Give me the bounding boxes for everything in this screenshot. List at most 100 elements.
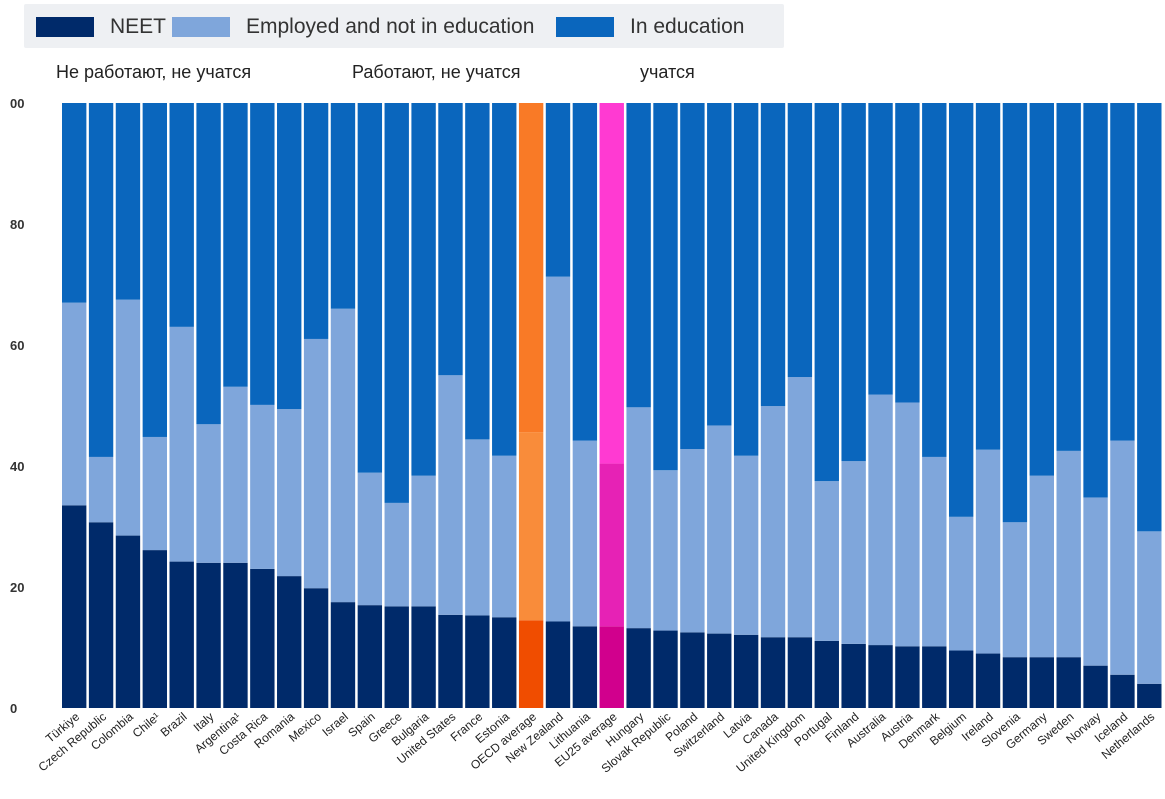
bar-segment-neet [223, 562, 248, 708]
y-tick-label: 0 [10, 701, 17, 716]
y-tick-label: 60 [10, 338, 24, 353]
bar-segment-employed-and-not-in-education [680, 449, 705, 633]
bar-segment-in-education [357, 103, 383, 473]
bar-segment-in-education [868, 103, 893, 395]
ru-label-neet: Не работают, не учатся [56, 62, 252, 82]
bar-segment-neet [733, 634, 759, 708]
bar-segment-in-education [88, 103, 114, 457]
bar-segment-neet [62, 505, 87, 708]
bar-segment-employed-and-not-in-education [465, 439, 490, 616]
bar-segment-in-education [814, 103, 839, 482]
bar-segment-neet [1137, 683, 1162, 708]
bar-segment-in-education [1083, 103, 1108, 498]
bar-segment-neet [115, 535, 141, 708]
legend: NEET Employed and not in education In ed… [24, 4, 784, 48]
bar-segment-employed-and-not-in-education [384, 502, 409, 607]
legend-label-education: In education [630, 15, 745, 38]
bar-segment-employed-and-not-in-education [115, 299, 141, 536]
bar-segment-neet [357, 605, 383, 708]
legend-swatch-education [556, 17, 614, 37]
bar-segment-neet [760, 637, 786, 708]
bar-segment-in-education [438, 103, 463, 376]
bar-segment-employed-and-not-in-education [868, 394, 893, 646]
bar-segment-employed-and-not-in-education [814, 481, 839, 641]
bar-segment-neet [1083, 665, 1108, 708]
bar-segment-in-education [384, 103, 409, 503]
bar-segment-neet [169, 561, 194, 708]
bar-segment-neet [384, 606, 409, 708]
bar-segment-neet [626, 628, 651, 708]
bar-segment-neet [303, 588, 329, 708]
bar-segment-employed-and-not-in-education [1110, 440, 1135, 675]
bar-segment-in-education [545, 103, 571, 277]
bar-segment-employed-and-not-in-education [975, 449, 1001, 654]
bar-segment-employed-and-not-in-education [492, 455, 517, 618]
bar-segment-employed-and-not-in-education [653, 470, 678, 631]
bar-segment-neet [707, 633, 732, 708]
bar-segment-employed-and-not-in-education [1137, 531, 1162, 684]
x-category-label: Israel [319, 710, 350, 740]
bar-segment-in-education [841, 103, 866, 462]
bar-segment-in-education [948, 103, 974, 517]
bar-segment-employed-and-not-in-education [330, 308, 356, 603]
bar-segment-employed-and-not-in-education [438, 375, 463, 615]
bar-segment-in-education [465, 103, 490, 440]
x-category-label: Brazil [158, 710, 190, 740]
bar-segment-in-education [975, 103, 1001, 450]
y-tick-label: 40 [10, 459, 24, 474]
bar-segment-in-education [733, 103, 759, 456]
bar-segment-employed-and-not-in-education [733, 455, 759, 635]
y-tick-label: 80 [10, 217, 24, 232]
legend-swatch-employed [172, 17, 230, 37]
bar-segment-in-education [599, 103, 624, 464]
bar-segment-in-education [250, 103, 275, 405]
bar-segment-employed-and-not-in-education [1002, 522, 1028, 658]
bar-segment-employed-and-not-in-education [1029, 475, 1054, 658]
bar-segment-employed-and-not-in-education [1056, 450, 1081, 658]
bar-segment-employed-and-not-in-education [922, 456, 947, 647]
bar-segment-employed-and-not-in-education [518, 432, 544, 621]
bar-segment-employed-and-not-in-education [626, 407, 651, 629]
bar-segment-neet [975, 653, 1001, 708]
bar-segment-employed-and-not-in-education [1083, 497, 1108, 666]
bar-segment-neet [948, 650, 974, 708]
bar-segment-in-education [707, 103, 732, 426]
bar-segment-in-education [1002, 103, 1028, 523]
bar-segment-neet [1029, 657, 1054, 708]
bar-segment-employed-and-not-in-education [895, 402, 920, 647]
bar-segment-employed-and-not-in-education [787, 377, 813, 638]
bar-segment-in-education [760, 103, 786, 407]
legend-item-education: In education [556, 15, 745, 38]
bar-segment-neet [1002, 657, 1028, 708]
bar-segment-neet [142, 550, 168, 708]
bar-segment-employed-and-not-in-education [545, 276, 571, 622]
bar-segment-in-education [115, 103, 141, 300]
bar-segment-employed-and-not-in-education [250, 404, 275, 569]
bar-segment-employed-and-not-in-education [841, 461, 866, 644]
y-tick-label: 20 [10, 580, 24, 595]
bar-segment-neet [196, 562, 221, 708]
legend-label-neet: NEET [110, 15, 167, 38]
legend-item-employed: Employed and not in education [172, 15, 535, 38]
bar-segment-neet [895, 646, 920, 708]
bar-segment-in-education [1110, 103, 1135, 441]
bar-segment-in-education [330, 103, 356, 309]
bar-segment-employed-and-not-in-education [62, 302, 87, 506]
bar-segment-neet [438, 614, 463, 708]
bar-segment-in-education [169, 103, 194, 327]
bar-segment-neet [518, 620, 544, 708]
bar-segment-in-education [1137, 103, 1162, 532]
ru-label-education: учатся [640, 62, 695, 82]
bar-segment-neet [868, 645, 893, 708]
bar-segment-in-education [680, 103, 705, 450]
bar-segment-in-education [653, 103, 678, 471]
bar-segment-employed-and-not-in-education [411, 475, 436, 607]
legend-label-employed: Employed and not in education [246, 15, 535, 38]
bar-segment-neet [277, 576, 302, 708]
bar-segment-neet [250, 568, 275, 708]
bar-segment-in-education [922, 103, 947, 457]
bar-segment-employed-and-not-in-education [223, 386, 248, 563]
bar-segment-in-education [787, 103, 813, 378]
bar-segment-neet [1110, 674, 1135, 708]
bar-segment-in-education [572, 103, 598, 441]
